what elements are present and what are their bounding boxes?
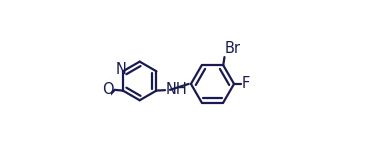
Text: F: F <box>242 76 250 91</box>
Text: O: O <box>102 82 114 97</box>
Text: NH: NH <box>166 82 188 97</box>
Text: N: N <box>116 61 127 76</box>
Text: Br: Br <box>225 41 241 56</box>
